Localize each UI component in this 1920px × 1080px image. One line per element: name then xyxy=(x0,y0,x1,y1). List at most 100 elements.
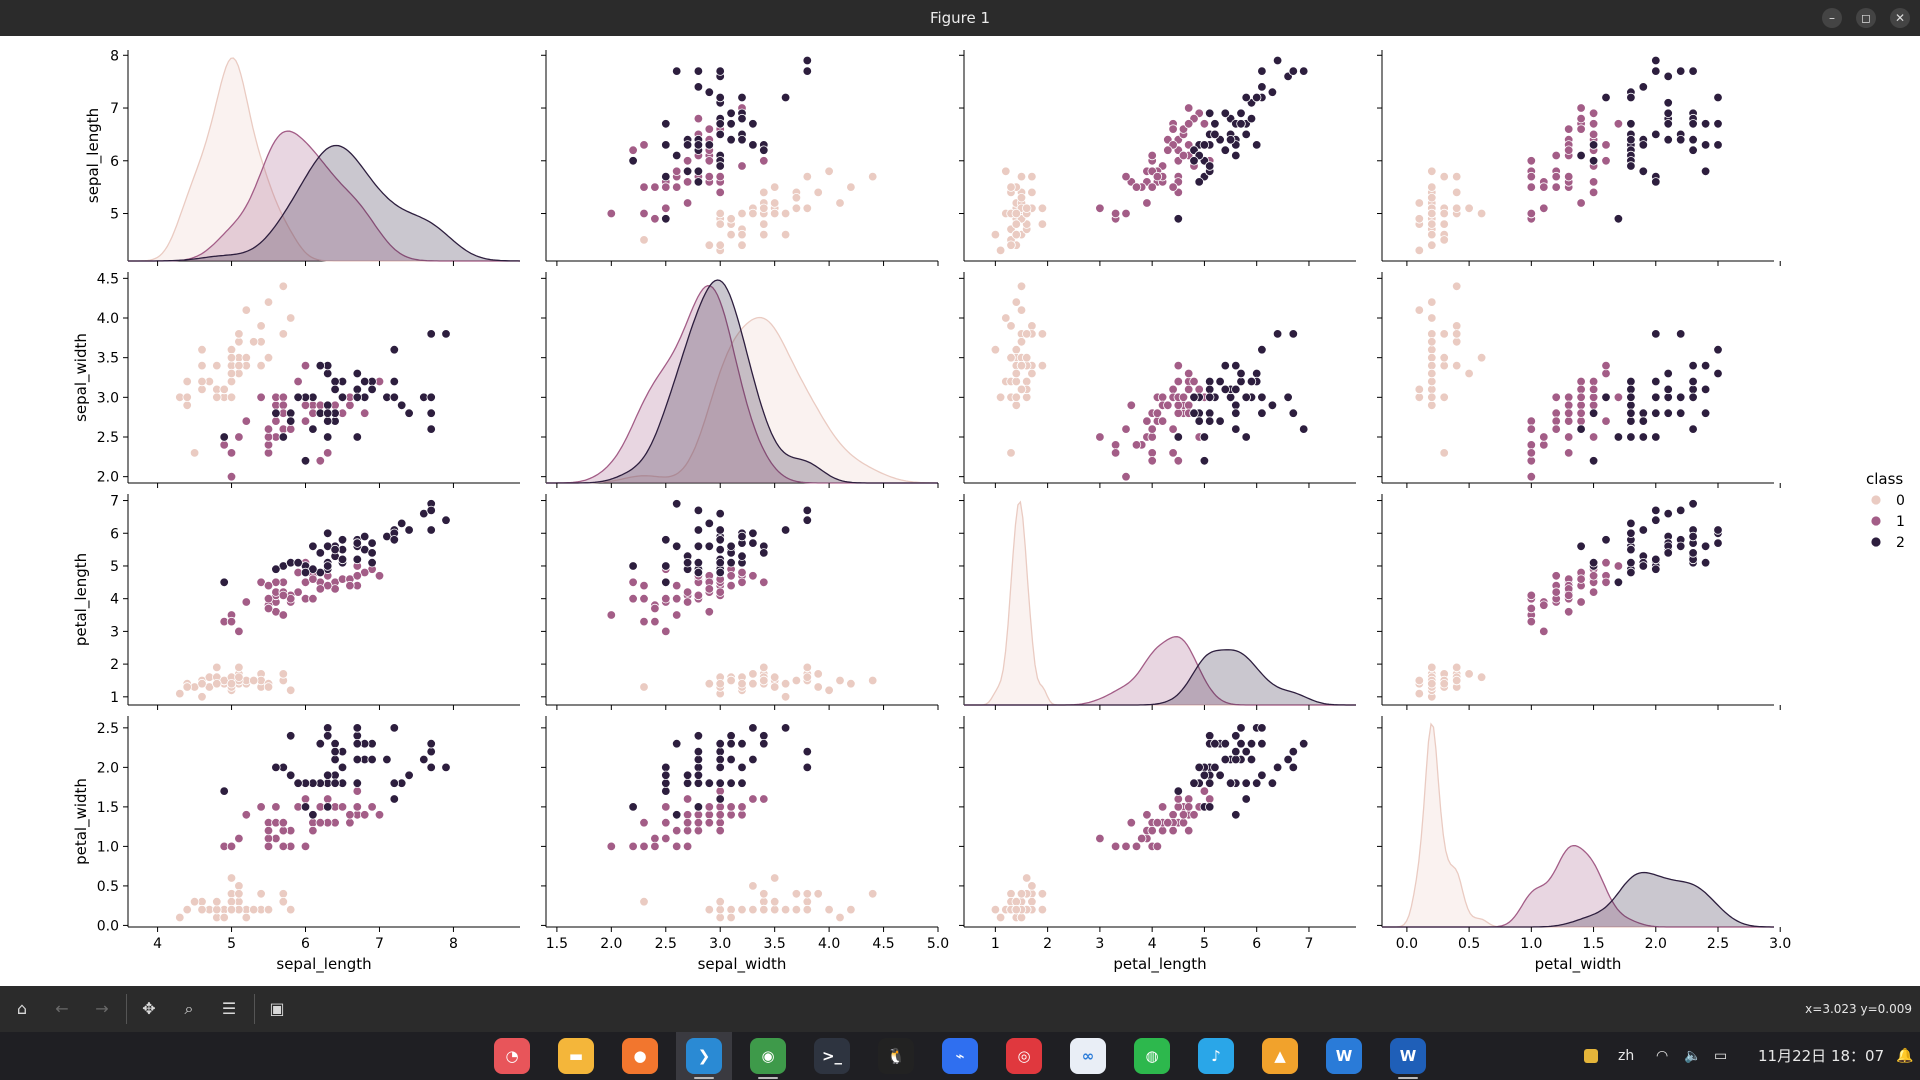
scatter-point-class-2 xyxy=(682,166,693,177)
battery-icon[interactable]: ▭ xyxy=(1714,1048,1728,1064)
terminal-app-icon[interactable]: >_ xyxy=(814,1038,850,1074)
scatter-point-class-2 xyxy=(1231,408,1241,418)
scatter-point-class-0 xyxy=(802,904,813,915)
firefox-app-icon[interactable]: ● xyxy=(622,1038,658,1074)
tray-ime-icon[interactable] xyxy=(1584,1032,1598,1080)
scatter-point-class-2 xyxy=(715,119,725,129)
scatter-point-class-1 xyxy=(1121,472,1131,482)
scatter-point-class-1 xyxy=(345,580,355,591)
minimize-button[interactable]: – xyxy=(1822,8,1842,28)
scatter-point-class-2 xyxy=(715,754,725,765)
scatter-point-class-0 xyxy=(1414,392,1425,403)
scatter-point-class-2 xyxy=(389,376,400,387)
scatter-point-class-1 xyxy=(1147,432,1157,442)
clock[interactable]: 11月22日 18：07 xyxy=(1758,1047,1885,1065)
scatter-point-class-0 xyxy=(212,392,222,403)
close-button[interactable]: ✕ xyxy=(1890,8,1910,28)
maximize-button[interactable]: ◻ xyxy=(1856,8,1876,28)
scatter-point-class-0 xyxy=(737,904,747,915)
scatter-point-class-2 xyxy=(672,810,682,820)
scatter-point-class-0 xyxy=(263,904,274,915)
scatter-point-class-1 xyxy=(628,841,638,852)
scatter-point-class-2 xyxy=(337,392,348,403)
scatter-point-class-1 xyxy=(1539,432,1549,442)
scatter-point-class-0 xyxy=(1464,203,1474,214)
scatter-point-class-2 xyxy=(1231,731,1241,741)
scatter-point-class-2 xyxy=(323,723,333,733)
save-button[interactable]: ▣ xyxy=(264,996,290,1022)
scatter-point-class-1 xyxy=(726,571,736,581)
scatter-point-class-1 xyxy=(1576,416,1586,426)
scatter-point-class-0 xyxy=(1016,360,1027,371)
scatter-point-class-1 xyxy=(682,794,693,804)
scatter-point-class-1 xyxy=(1539,440,1549,450)
scatter-point-class-1 xyxy=(1157,416,1168,426)
scatter-point-class-1 xyxy=(1588,384,1599,395)
configure-subplots-button[interactable]: ☰ xyxy=(216,996,242,1022)
scatter-point-class-0 xyxy=(1464,669,1474,679)
scatter-point-class-0 xyxy=(197,692,207,702)
netease-music-app-icon[interactable]: ◎ xyxy=(1006,1038,1042,1074)
word-app-icon[interactable]: W xyxy=(1390,1038,1426,1074)
game-app-icon[interactable]: ▲ xyxy=(1262,1038,1298,1074)
scatter-point-class-2 xyxy=(323,416,333,426)
scatter-point-class-2 xyxy=(1189,156,1199,166)
baidu-netdisk-app-icon[interactable]: ∞ xyxy=(1070,1038,1106,1074)
scatter-point-class-1 xyxy=(1539,626,1549,637)
scatter-point-class-1 xyxy=(241,810,252,820)
scatter-point-class-2 xyxy=(1626,134,1636,145)
figure-canvas[interactable]: 5 6 7 8 2.0 2.5 3.0 3.5 4.0 4.5 1 2 3 4 5 6 7 0.0 0.5 1.0 1.… xyxy=(0,36,1920,986)
scatter-point-class-2 xyxy=(661,778,671,788)
scatter-point-class-0 xyxy=(212,679,222,689)
scatter-point-class-0 xyxy=(770,682,780,692)
pan-button[interactable]: ✥ xyxy=(136,996,162,1022)
music-app-icon[interactable]: ♪ xyxy=(1198,1038,1234,1074)
scatter-point-class-0 xyxy=(1021,203,1032,214)
files-app-icon[interactable]: ▬ xyxy=(558,1038,594,1074)
scatter-point-class-1 xyxy=(360,810,370,820)
tray-language[interactable]: zh xyxy=(1618,1048,1635,1064)
scatter-point-class-2 xyxy=(1613,577,1624,588)
home-button[interactable]: ⌂ xyxy=(9,996,35,1022)
scatter-point-class-1 xyxy=(1526,616,1537,627)
scatter-point-class-2 xyxy=(1626,416,1636,426)
feishu-app-icon[interactable]: ⌁ xyxy=(942,1038,978,1074)
scatter-point-class-1 xyxy=(226,472,237,482)
notification-bell-icon[interactable]: 🔔 xyxy=(1896,1048,1914,1064)
scatter-point-class-2 xyxy=(1257,770,1267,781)
scatter-point-class-2 xyxy=(1688,499,1698,509)
scatter-point-class-2 xyxy=(426,408,436,418)
scatter-point-class-2 xyxy=(1199,432,1210,442)
zoom-button[interactable]: ⌕ xyxy=(176,996,202,1022)
scatter-point-class-1 xyxy=(737,577,747,588)
scatter-point-class-2 xyxy=(1663,508,1673,519)
legend-label: 2 xyxy=(1896,535,1905,551)
scatter-point-class-0 xyxy=(1016,281,1027,292)
back-button[interactable]: ← xyxy=(49,996,75,1022)
screenshot-app-icon[interactable]: ◔ xyxy=(494,1038,530,1074)
scatter-point-class-0 xyxy=(1027,897,1037,907)
scatter-point-class-2 xyxy=(1700,140,1711,150)
chrome-app-icon[interactable]: ◉ xyxy=(750,1038,786,1074)
scatter-point-class-2 xyxy=(715,508,725,519)
volume-icon[interactable]: 🔈 xyxy=(1684,1048,1702,1064)
forward-button[interactable]: → xyxy=(89,996,115,1022)
scatter-point-class-0 xyxy=(182,376,192,387)
wps-app-icon[interactable]: W xyxy=(1326,1038,1362,1074)
scatter-point-class-0 xyxy=(1451,187,1462,198)
qq-app-icon[interactable]: 🐧 xyxy=(878,1038,914,1074)
scatter-point-class-0 xyxy=(715,897,725,907)
vscode-app-icon[interactable]: ❯ xyxy=(686,1038,722,1074)
wifi-icon[interactable]: ◠ xyxy=(1656,1048,1669,1064)
wechat-app-icon[interactable]: ◍ xyxy=(1134,1038,1170,1074)
y-tick-label: 2 xyxy=(110,657,119,673)
scatter-point-class-1 xyxy=(639,616,649,627)
kde-fill-class-2 xyxy=(546,280,938,483)
scatter-point-class-1 xyxy=(650,603,660,614)
scatter-point-class-0 xyxy=(286,685,296,696)
scatter-point-class-2 xyxy=(715,567,725,578)
scatter-point-class-2 xyxy=(693,770,704,781)
scatter-point-class-1 xyxy=(759,577,769,588)
kde-fill-class-1 xyxy=(964,636,1356,705)
scatter-point-class-1 xyxy=(1131,182,1142,192)
